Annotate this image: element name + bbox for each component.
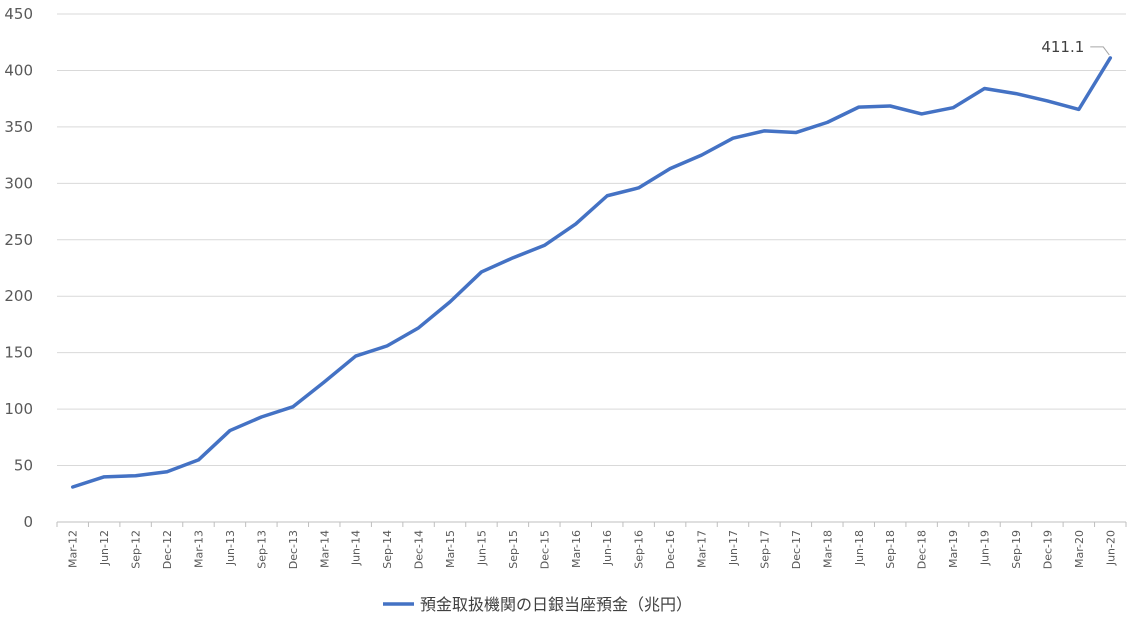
x-tick-label: Mar-18: [821, 530, 834, 568]
data-point: [951, 106, 955, 109]
data-point: [920, 112, 923, 116]
data-point: [228, 429, 232, 432]
x-tick-label: Sep-17: [758, 530, 771, 569]
x-tick-label: Mar-12: [67, 530, 80, 568]
x-tick-label: Dec-18: [916, 530, 929, 569]
x-tick-label: Jun-18: [853, 530, 866, 566]
x-tick-label: Jun-20: [1104, 530, 1117, 566]
data-point: [260, 415, 263, 419]
x-tick-label: Mar-14: [318, 530, 331, 568]
y-tick-label: 300: [4, 174, 33, 192]
y-axis-ticks: 0 50 100 150 200 250 300 350 400 450: [4, 5, 33, 531]
x-tick-label: Dec-15: [538, 530, 551, 569]
x-tick-label: Dec-13: [287, 530, 300, 569]
x-tick-label: Jun-12: [98, 530, 111, 566]
data-point: [763, 129, 766, 133]
data-point: [794, 131, 798, 134]
x-tick-label: Jun-15: [475, 530, 488, 566]
annotation-leader-line: [1090, 46, 1110, 56]
data-point: [1046, 99, 1049, 103]
y-tick-label: 250: [4, 231, 33, 249]
data-point: [165, 470, 169, 473]
legend: 預金取扱機関の日銀当座預金（兆円）: [383, 595, 692, 614]
x-tick-label: Dec-16: [664, 530, 677, 569]
x-axis: Mar-12 Jun-12 Sep-12 Dec-12 Mar-13 Jun-13 Sep-…: [56, 521, 1127, 569]
data-point: [71, 485, 74, 489]
x-tick-label: Mar-16: [570, 530, 583, 568]
x-tick-label: Sep-14: [381, 530, 394, 569]
data-point: [1109, 56, 1112, 60]
data-point: [731, 136, 735, 140]
data-point: [480, 270, 483, 274]
data-point: [448, 300, 452, 304]
x-tick-label: Mar-20: [1073, 530, 1086, 568]
data-point: [385, 344, 389, 348]
x-tick-label: Dec-14: [413, 530, 426, 569]
x-tick-label: Jun-14: [350, 530, 363, 566]
y-tick-label: 50: [14, 457, 33, 475]
x-tick-label: Jun-19: [979, 530, 992, 566]
data-point: [511, 256, 515, 260]
x-tick-label: Mar-19: [947, 530, 960, 568]
data-point: [291, 405, 295, 409]
y-tick-label: 350: [4, 118, 33, 136]
x-tick-label: Sep-15: [507, 530, 520, 569]
x-tick-label: Dec-19: [1041, 530, 1054, 569]
data-point: [574, 222, 577, 226]
data-point: [668, 167, 672, 170]
data-point: [637, 186, 640, 190]
data-point: [857, 105, 860, 109]
data-point: [102, 475, 106, 479]
x-tick-label: Jun-17: [727, 530, 740, 566]
annotation-layer: 411.1: [1041, 38, 1110, 56]
x-tick-label: Sep-16: [633, 530, 646, 569]
x-tick-label: Mar-13: [192, 530, 205, 568]
x-tick-label: Sep-19: [1010, 530, 1023, 569]
data-point: [543, 244, 546, 247]
x-tick-label: Jun-16: [601, 530, 614, 566]
y-tick-label: 450: [4, 5, 33, 23]
x-tick-label: Mar-15: [444, 530, 457, 568]
x-tick-label: Mar-17: [696, 530, 709, 568]
x-tick-label: Sep-13: [255, 530, 268, 569]
x-tick-label: Jun-13: [224, 530, 237, 566]
y-tick-label: 200: [4, 287, 33, 305]
x-tick-label: Dec-17: [790, 530, 803, 569]
x-tick-label: Sep-12: [130, 530, 143, 569]
series-layer: [70, 56, 1113, 489]
gridlines: [57, 13, 1126, 467]
x-tick-label: Sep-18: [884, 530, 897, 569]
y-tick-label: 400: [4, 61, 33, 79]
legend-label: 預金取扱機関の日銀当座預金（兆円）: [420, 595, 692, 614]
x-tick-label: Dec-12: [161, 530, 174, 569]
data-point: [134, 474, 137, 477]
data-point: [354, 354, 357, 358]
y-tick-label: 100: [4, 400, 33, 418]
data-point: [700, 153, 703, 157]
y-tick-label: 0: [23, 513, 33, 531]
data-point: [197, 458, 200, 462]
data-point: [1077, 108, 1081, 111]
data-point: [888, 104, 892, 108]
data-point: [323, 380, 326, 384]
data-point: [417, 326, 420, 330]
data-point: [606, 194, 609, 197]
series-line: [70, 56, 1113, 489]
data-point: [1014, 92, 1018, 95]
y-tick-label: 150: [4, 344, 33, 362]
annotation-label: 411.1: [1041, 38, 1084, 56]
data-point: [826, 121, 829, 124]
data-point: [983, 87, 986, 90]
